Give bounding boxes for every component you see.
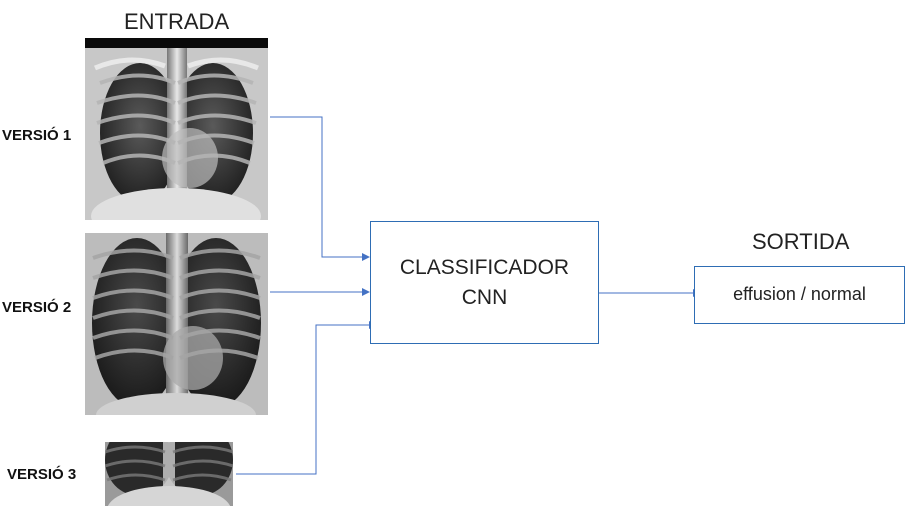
- xray-image-version-2: [85, 233, 268, 415]
- connector-version-1: [270, 116, 370, 261]
- classifier-line-1: CLASSIFICADOR: [399, 256, 570, 280]
- version-1-label: VERSIÓ 1: [2, 127, 72, 144]
- xray-image-version-3: [105, 442, 233, 506]
- classifier-box: CLASSIFICADOR CNN: [370, 221, 599, 344]
- output-box: effusion / normal: [694, 266, 905, 324]
- version-2-label: VERSIÓ 2: [2, 299, 72, 316]
- output-title: SORTIDA: [752, 229, 850, 254]
- xray-image-version-1: [85, 38, 268, 220]
- classifier-line-2: CNN: [461, 285, 508, 309]
- connector-version-3: [236, 321, 377, 475]
- version-3-label: VERSIÓ 3: [7, 466, 77, 483]
- output-label: effusion / normal: [733, 284, 866, 305]
- input-title: ENTRADA: [124, 9, 230, 34]
